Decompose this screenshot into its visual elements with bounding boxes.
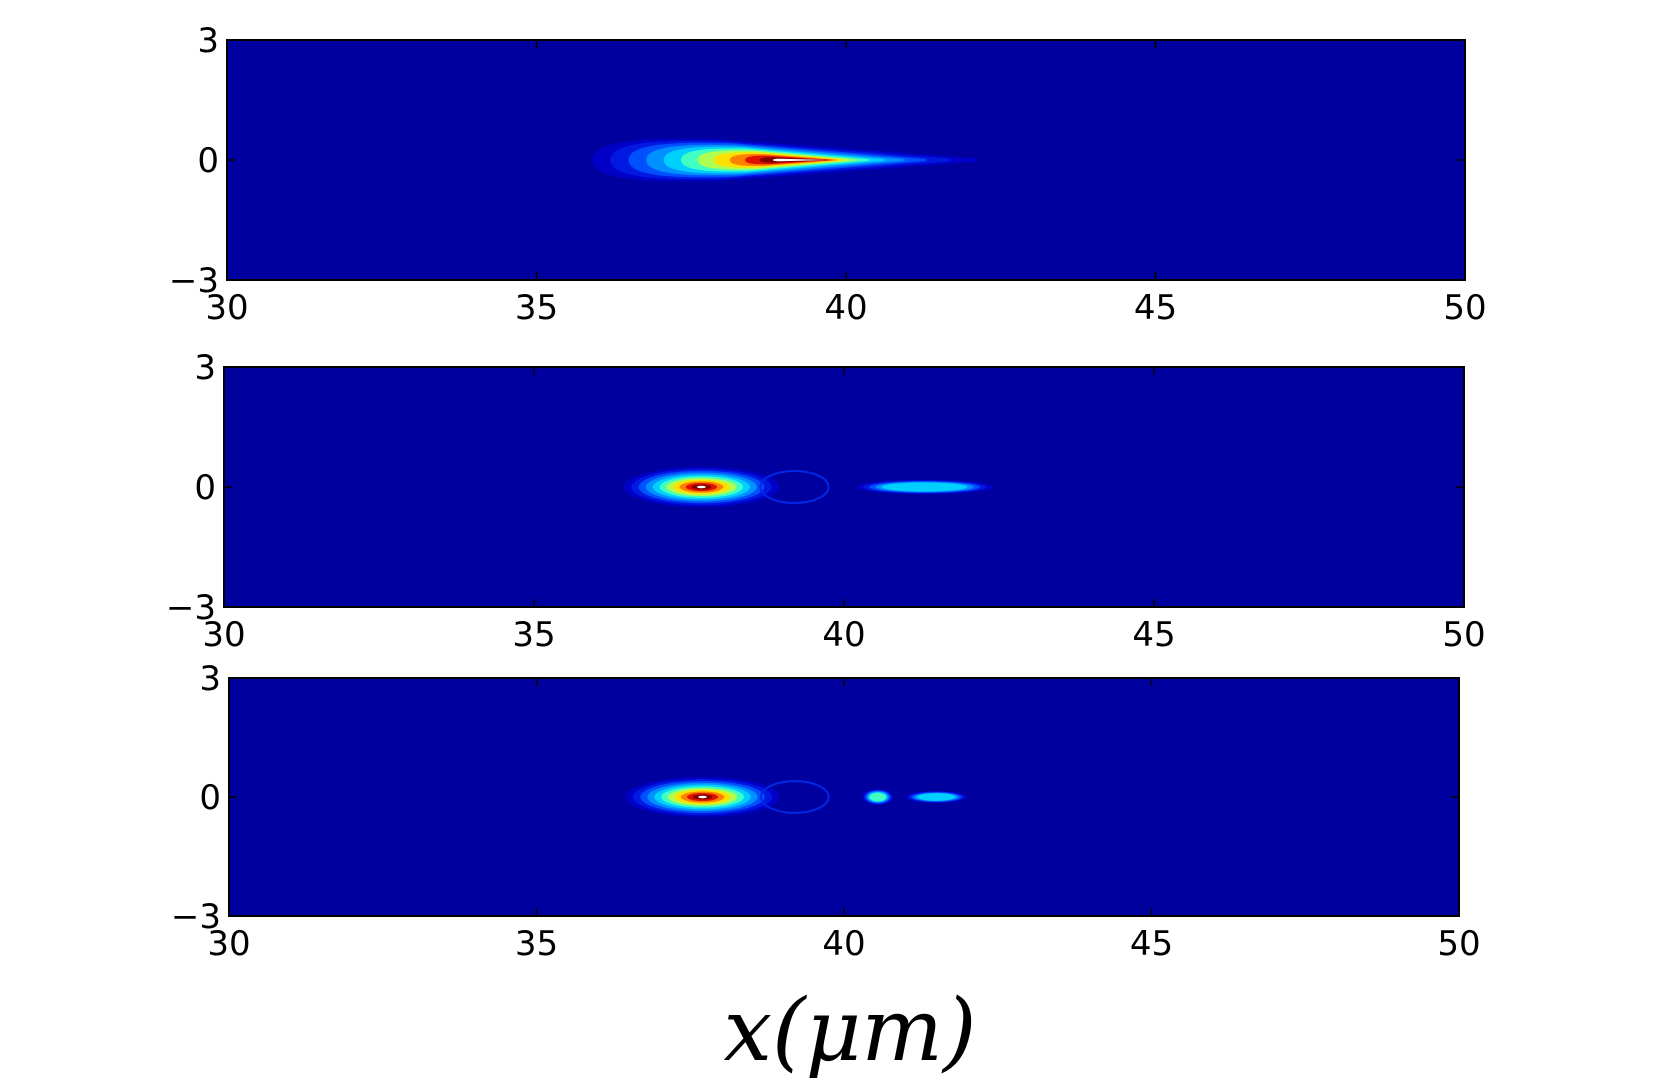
intensity-blob: [905, 791, 967, 803]
x-tick-label: 40: [822, 615, 865, 655]
y-tick-label: −3: [169, 261, 219, 301]
secondary-ring: [759, 780, 830, 814]
plot-background: [229, 678, 1459, 916]
x-tick-label: 50: [1442, 615, 1485, 655]
x-tick-label: 30: [205, 288, 248, 328]
intensity-blob: [592, 138, 979, 182]
y-tick-label: 0: [199, 778, 221, 818]
x-tick-label: 35: [512, 615, 555, 655]
y-tick-label: −3: [171, 897, 221, 937]
intensity-blob: [623, 467, 779, 507]
y-tick-label: −3: [166, 588, 216, 628]
x-tick-label: 40: [824, 288, 867, 328]
x-tick-label: 30: [202, 615, 245, 655]
contour-level: [916, 793, 956, 801]
x-tick-label: 45: [1134, 288, 1177, 328]
x-tick-label: 50: [1443, 288, 1486, 328]
contour-level: [869, 792, 887, 802]
y-tick-label: 0: [197, 141, 219, 181]
contour-level: [696, 485, 706, 489]
x-tick-label: 45: [1132, 615, 1175, 655]
x-tick-label: 50: [1437, 924, 1480, 964]
y-tick-label: 3: [194, 348, 216, 388]
x-tick-label: 35: [515, 288, 558, 328]
x-tick-label: 30: [207, 924, 250, 964]
secondary-ring: [759, 470, 830, 504]
x-axis-label: x(μm): [723, 981, 976, 1081]
contour-level: [773, 158, 826, 162]
contour-level: [698, 795, 707, 799]
contour-level: [881, 482, 968, 492]
y-tick-label: 3: [199, 659, 221, 699]
x-tick-label: 45: [1130, 924, 1173, 964]
y-tick-label: 3: [197, 21, 219, 61]
y-tick-label: 0: [194, 468, 216, 508]
x-tick-label: 35: [515, 924, 558, 964]
intensity-blob: [625, 777, 780, 817]
x-tick-label: 40: [822, 924, 865, 964]
plot-background: [224, 367, 1464, 607]
intensity-blob: [856, 479, 993, 495]
intensity-blob: [862, 789, 894, 805]
